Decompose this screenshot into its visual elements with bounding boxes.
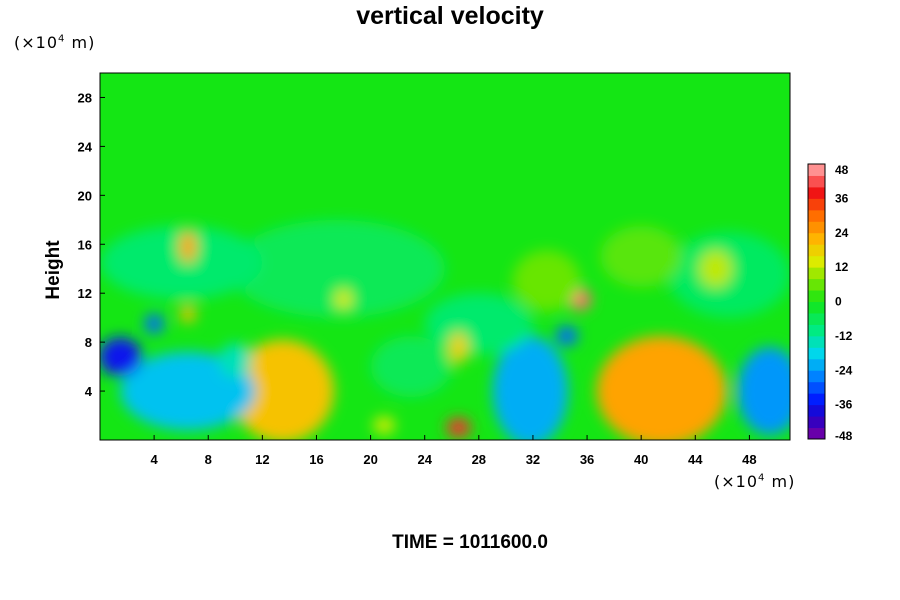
colorbar-band [808,347,825,360]
y-tick-label: 16 [78,237,92,252]
time-label: TIME = 1011600.0 [392,532,548,553]
x-tick-label: 28 [472,452,486,467]
x-tick-label: 32 [526,452,540,467]
y-axis-ticks: 4 8 12 16 20 24 28 [78,90,105,399]
colorbar-band [808,312,825,325]
plot-area [99,72,791,441]
velocity-cell [424,293,533,355]
velocity-cell [555,326,578,346]
velocity-cell [219,343,252,378]
colorbar-band [808,186,825,199]
colorbar-band [808,244,825,257]
x-tick-label: 20 [363,452,377,467]
x-tick-label: 44 [688,452,703,467]
y-tick-label: 20 [78,188,92,203]
colorbar-tick-label: -12 [835,329,853,343]
velocity-cell [179,230,197,263]
velocity-cell [699,250,732,288]
colorbar-band [808,290,825,302]
x-tick-label: 48 [742,452,756,467]
x-unit-label: (×104 m) [714,472,796,491]
colorbar-band [808,370,825,383]
colorbar-tick-label: 12 [835,260,849,274]
colorbar-band [808,416,825,429]
colorbar: 48 36 24 12 0 -12 -24 -36 -48 [807,163,853,443]
velocity-cell [373,416,395,434]
y-tick-label: 8 [85,335,92,350]
colorbar-tick-label: -48 [835,429,853,443]
velocity-cell [449,332,468,365]
velocity-cell [179,305,197,323]
velocity-cell [144,313,164,334]
colorbar-band [808,278,825,291]
velocity-cell [231,339,335,440]
velocity-cell [120,351,256,431]
x-tick-label: 16 [309,452,323,467]
colorbar-tick-label: 36 [835,191,849,205]
velocity-cell [228,219,445,318]
colorbar-band [808,232,825,245]
x-tick-label: 12 [255,452,269,467]
colorbar-band [808,221,825,234]
colorbar-tick-label: 48 [835,163,849,177]
colorbar-band [808,335,825,348]
colorbar-band [808,267,825,280]
colorbar-band [808,198,825,211]
colorbar-band [808,164,825,176]
x-tick-label: 40 [634,452,648,467]
y-tick-label: 24 [78,139,93,154]
colorbar-band [808,381,825,394]
colorbar-band [808,324,825,337]
velocity-cell [512,250,581,312]
velocity-cell [100,225,263,300]
colorbar-frame [807,163,826,440]
colorbar-band [808,209,825,222]
velocity-cell [600,225,682,288]
colorbar-tick-label: -24 [835,363,853,377]
velocity-cell [100,337,142,377]
colorbar-tick-label: -36 [835,398,853,412]
colorbar-band [808,427,825,440]
velocity-cell [335,289,352,310]
y-tick-label: 12 [78,286,92,301]
x-tick-label: 36 [580,452,594,467]
colorbar-band [808,404,825,417]
x-tick-label: 24 [417,452,432,467]
x-axis-ticks: 4 8 12 16 20 24 28 32 36 40 44 48 [151,435,757,467]
colorbar-band [808,393,825,406]
colorbar-band [808,358,825,371]
velocity-cell [492,336,569,440]
y-unit-label: (×104 m) [14,33,96,52]
chart-title: vertical velocity [356,2,544,30]
y-tick-label: 28 [78,90,92,105]
colorbar-band [808,175,825,188]
colorbar-tick-label: 0 [835,295,842,309]
colorbar-tick-label: 24 [835,226,849,240]
plot-frame [99,72,791,441]
x-tick-label: 4 [151,452,159,467]
velocity-cell [370,336,452,398]
x-tick-label: 8 [205,452,212,467]
velocity-cell [737,347,790,436]
colorbar-band [808,301,825,314]
colorbar-band [808,255,825,268]
velocity-cell [446,417,471,438]
y-tick-label: 4 [85,384,93,399]
velocity-cell [596,336,727,440]
